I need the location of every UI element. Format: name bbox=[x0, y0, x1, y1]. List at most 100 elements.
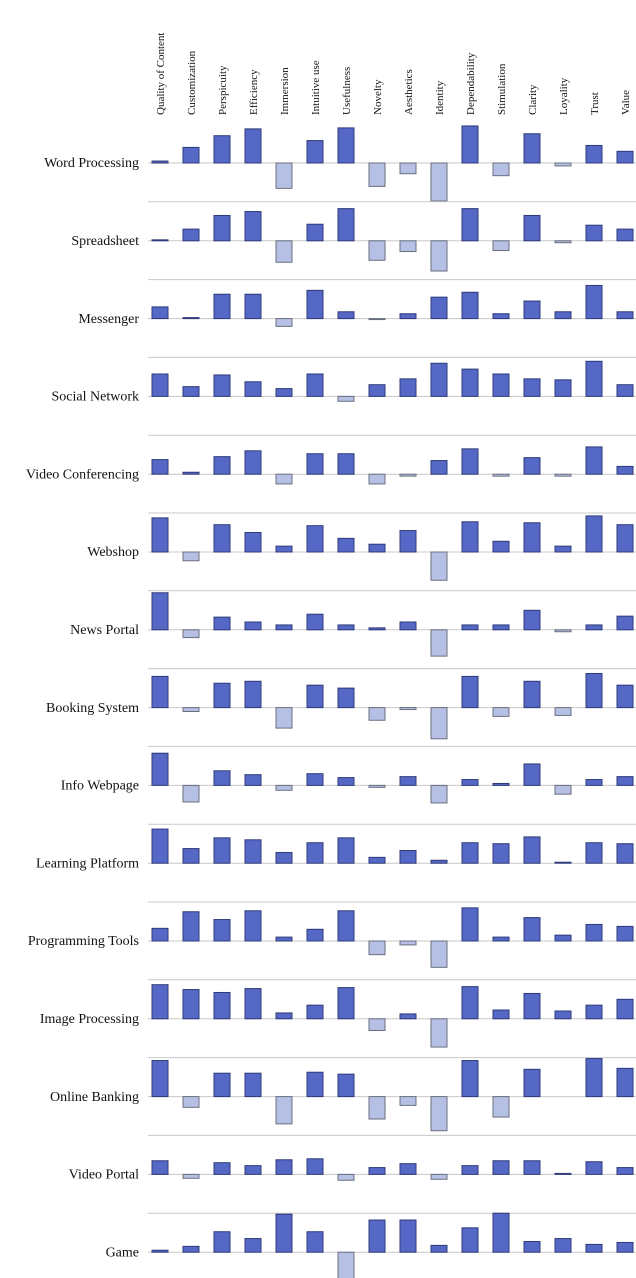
bar bbox=[585, 923, 603, 942]
row-label: Social Network bbox=[52, 390, 139, 405]
bar bbox=[182, 848, 200, 864]
bar bbox=[337, 395, 355, 402]
bar bbox=[492, 162, 510, 177]
bar bbox=[275, 545, 293, 553]
bar bbox=[430, 240, 448, 272]
column-label: Immersion bbox=[279, 67, 291, 115]
bar bbox=[585, 624, 603, 631]
bar bbox=[306, 1158, 324, 1175]
bar bbox=[492, 240, 510, 252]
bar bbox=[275, 162, 293, 189]
bar bbox=[275, 1012, 293, 1020]
bar bbox=[244, 1238, 262, 1253]
bar bbox=[492, 624, 510, 631]
bar bbox=[492, 707, 510, 717]
bar bbox=[151, 1160, 169, 1175]
bar bbox=[213, 1072, 231, 1098]
bar bbox=[492, 1096, 510, 1118]
bar bbox=[213, 135, 231, 164]
bar bbox=[213, 616, 231, 631]
bar bbox=[492, 843, 510, 864]
column-label: Identity bbox=[434, 80, 446, 115]
bar bbox=[244, 1072, 262, 1098]
bar bbox=[337, 537, 355, 553]
column-label: Usefulness bbox=[341, 67, 353, 115]
bar bbox=[275, 624, 293, 631]
bar bbox=[151, 1060, 169, 1098]
bar bbox=[461, 1060, 479, 1098]
bar bbox=[244, 680, 262, 709]
bar bbox=[151, 239, 169, 242]
bar bbox=[585, 1243, 603, 1253]
bar bbox=[306, 453, 324, 475]
bar bbox=[523, 214, 541, 242]
bar bbox=[523, 763, 541, 786]
row-label: Messenger bbox=[78, 312, 139, 327]
bar bbox=[585, 672, 603, 709]
bar bbox=[399, 313, 417, 320]
bar bbox=[244, 211, 262, 242]
bar bbox=[430, 629, 448, 657]
bar bbox=[585, 842, 603, 864]
bar bbox=[306, 373, 324, 397]
bar bbox=[306, 1071, 324, 1098]
bar bbox=[151, 1249, 169, 1253]
bar bbox=[430, 162, 448, 202]
bar bbox=[492, 1160, 510, 1175]
bar bbox=[585, 1161, 603, 1175]
bar bbox=[182, 317, 200, 320]
bar bbox=[337, 1251, 355, 1278]
bar bbox=[275, 1096, 293, 1125]
bar bbox=[213, 770, 231, 786]
bar bbox=[585, 360, 603, 397]
row-label: Video Conferencing bbox=[26, 467, 139, 482]
bar bbox=[213, 524, 231, 553]
bar bbox=[182, 784, 200, 803]
bar bbox=[430, 1173, 448, 1180]
bar bbox=[616, 524, 634, 553]
bar bbox=[585, 1004, 603, 1020]
row-label: Game bbox=[106, 1245, 139, 1260]
bar bbox=[244, 910, 262, 942]
bar bbox=[368, 1219, 386, 1253]
bar bbox=[523, 992, 541, 1020]
bar bbox=[337, 1073, 355, 1098]
bar bbox=[492, 540, 510, 553]
bar bbox=[523, 680, 541, 709]
row-label: Word Processing bbox=[44, 156, 139, 171]
bar bbox=[461, 624, 479, 631]
column-label: Aesthetics bbox=[403, 69, 415, 115]
bar bbox=[523, 522, 541, 553]
bar bbox=[244, 988, 262, 1020]
bar bbox=[337, 127, 355, 164]
bar bbox=[306, 1004, 324, 1020]
bar bbox=[213, 456, 231, 475]
bar bbox=[182, 146, 200, 164]
bar bbox=[523, 457, 541, 475]
bar bbox=[244, 381, 262, 397]
bar bbox=[151, 675, 169, 709]
bar bbox=[399, 707, 417, 711]
bar bbox=[306, 842, 324, 864]
bar bbox=[554, 311, 572, 320]
bar bbox=[337, 777, 355, 786]
bar bbox=[213, 374, 231, 397]
bar bbox=[430, 1244, 448, 1253]
bar bbox=[461, 125, 479, 164]
bar bbox=[213, 1162, 231, 1175]
bar bbox=[399, 1219, 417, 1253]
bar bbox=[523, 300, 541, 320]
bar bbox=[461, 208, 479, 242]
bar bbox=[306, 223, 324, 242]
row-label: Webshop bbox=[87, 545, 139, 560]
bar bbox=[616, 150, 634, 164]
bar bbox=[182, 707, 200, 712]
bar bbox=[585, 446, 603, 475]
bar bbox=[275, 707, 293, 729]
bar bbox=[616, 925, 634, 942]
column-label: Efficiency bbox=[248, 69, 260, 115]
bar bbox=[554, 629, 572, 633]
column-label: Value bbox=[620, 90, 632, 115]
bar bbox=[275, 851, 293, 864]
column-label: Perspicuity bbox=[217, 65, 229, 115]
